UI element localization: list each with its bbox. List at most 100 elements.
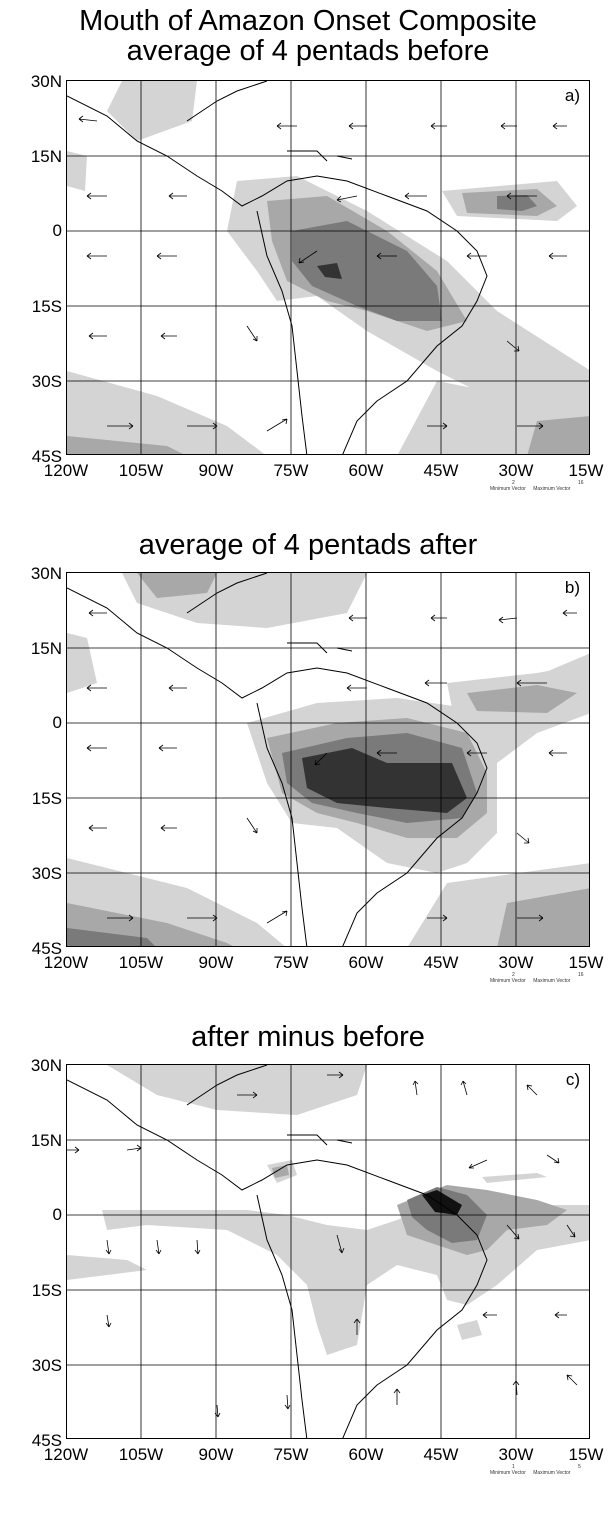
vector-key-min-label: Minimum Vector — [490, 978, 526, 984]
coastline — [67, 1079, 488, 1438]
lat-label-15n-a: 15N — [30, 147, 62, 166]
lat-label-30n-a: 30N — [30, 72, 62, 91]
lon-label-105w-c: 105W — [118, 1445, 164, 1464]
coastline — [256, 1194, 308, 1438]
lat-label-45s-b: 45S — [31, 939, 62, 958]
shade-region — [67, 1255, 147, 1280]
lat-label-0-b: 0 — [52, 713, 62, 732]
lon-label-120w-b: 120W — [43, 953, 89, 972]
lat-label-45s-c: 45S — [31, 1431, 62, 1450]
map-c-svg — [67, 1065, 589, 1438]
panel-c: c) — [0, 1064, 616, 1439]
lon-label-60w-b: 60W — [348, 953, 384, 972]
shade-region — [107, 1065, 367, 1115]
lon-label-60w-c: 60W — [348, 1445, 384, 1464]
lon-label-45w-a: 45W — [423, 461, 459, 480]
shade-region — [302, 748, 467, 813]
lat-label-30n-c: 30N — [30, 1056, 62, 1075]
lon-label-90w-b: 90W — [198, 953, 234, 972]
lon-label-15w-c: 15W — [568, 1445, 604, 1464]
vector-key-min-value: 2 — [512, 972, 515, 978]
panel-b-title: average of 4 pentads after — [138, 529, 478, 561]
shade-region — [482, 1173, 547, 1183]
map-a-svg — [67, 81, 589, 454]
wind-vectors — [86, 609, 577, 924]
lat-label-45s-a: 45S — [31, 447, 62, 466]
coastline — [287, 150, 353, 162]
coastline — [67, 95, 488, 454]
panel-c-title: after minus before — [191, 1021, 425, 1053]
shade-region — [272, 1165, 289, 1178]
map-c — [66, 1064, 590, 1439]
lon-label-45w-b: 45W — [423, 953, 459, 972]
lat-label-30n-b: 30N — [30, 564, 62, 583]
shade-region — [137, 573, 217, 598]
panel-a: a) — [0, 80, 616, 455]
lon-label-15w-b: 15W — [568, 953, 604, 972]
coastline — [186, 81, 268, 122]
lon-label-90w-a: 90W — [198, 461, 234, 480]
grid-lines — [67, 81, 589, 454]
grid-lines — [67, 573, 589, 946]
lon-label-75w-c: 75W — [273, 1445, 309, 1464]
coastline — [287, 642, 353, 654]
lat-label-0-a: 0 — [52, 221, 62, 240]
coastline — [256, 702, 308, 946]
shade-region — [457, 1320, 482, 1340]
lat-label-30s-c: 30S — [31, 1356, 62, 1375]
panel-a-title: average of 4 pentads before — [126, 35, 490, 67]
shade-region — [467, 685, 577, 713]
lon-label-105w-b: 105W — [118, 953, 164, 972]
shade-region — [107, 81, 197, 141]
map-b-svg — [67, 573, 589, 946]
vector-key-max-label: Maximum Vector — [533, 1470, 571, 1476]
shade-region — [67, 928, 155, 946]
shade-region — [292, 221, 442, 321]
shade-region — [317, 263, 342, 279]
main-title: Mouth of Amazon Onset Composite — [79, 5, 537, 37]
vector-key-max-value: 16 — [578, 480, 584, 486]
vector-key-min-label: Minimum Vector — [490, 1470, 526, 1476]
lat-label-30s-b: 30S — [31, 864, 62, 883]
lat-label-30s-a: 30S — [31, 372, 62, 391]
vector-key-min-label: Minimum Vector — [490, 486, 526, 492]
lon-label-90w-c: 90W — [198, 1445, 234, 1464]
map-b — [66, 572, 590, 947]
vector-key-b: 2 16 Minimum Vector Maximum Vector — [490, 972, 584, 984]
shade-region — [67, 633, 97, 693]
lat-label-0-c: 0 — [52, 1205, 62, 1224]
shade-region — [67, 151, 87, 191]
wind-vectors — [78, 115, 567, 432]
coastline — [67, 587, 488, 946]
shade-region — [422, 1190, 462, 1215]
lon-label-45w-c: 45W — [423, 1445, 459, 1464]
lat-label-15n-c: 15N — [30, 1131, 62, 1150]
shade-region — [497, 888, 589, 946]
lon-label-15w-a: 15W — [568, 461, 604, 480]
shade-region — [67, 371, 265, 454]
lat-label-15s-c: 15S — [31, 1281, 62, 1300]
map-a — [66, 80, 590, 455]
lon-label-120w-a: 120W — [43, 461, 89, 480]
panel-b: b) — [0, 572, 616, 947]
lon-label-30w-c: 30W — [498, 1445, 534, 1464]
lat-label-15s-a: 15S — [31, 297, 62, 316]
lon-label-75w-b: 75W — [273, 953, 309, 972]
vector-key-max-label: Maximum Vector — [533, 486, 571, 492]
shade-region — [497, 195, 537, 211]
lon-label-60w-a: 60W — [348, 461, 384, 480]
panel-c-letter: c) — [565, 1070, 580, 1089]
panel-a-letter: a) — [564, 86, 580, 105]
vector-key-a: 2 16 Minimum Vector Maximum Vector — [490, 480, 584, 492]
lon-label-30w-a: 30W — [498, 461, 534, 480]
wind-vectors — [67, 1071, 578, 1418]
lon-label-105w-a: 105W — [118, 461, 164, 480]
vector-key-min-value: 2 — [512, 480, 515, 486]
lon-label-30w-b: 30W — [498, 953, 534, 972]
panel-b-letter: b) — [564, 578, 580, 597]
coastline — [256, 210, 308, 454]
shade-region — [67, 436, 183, 454]
coastline — [287, 1134, 353, 1146]
lon-label-120w-c: 120W — [43, 1445, 89, 1464]
vector-key-min-value: 1 — [512, 1464, 515, 1470]
